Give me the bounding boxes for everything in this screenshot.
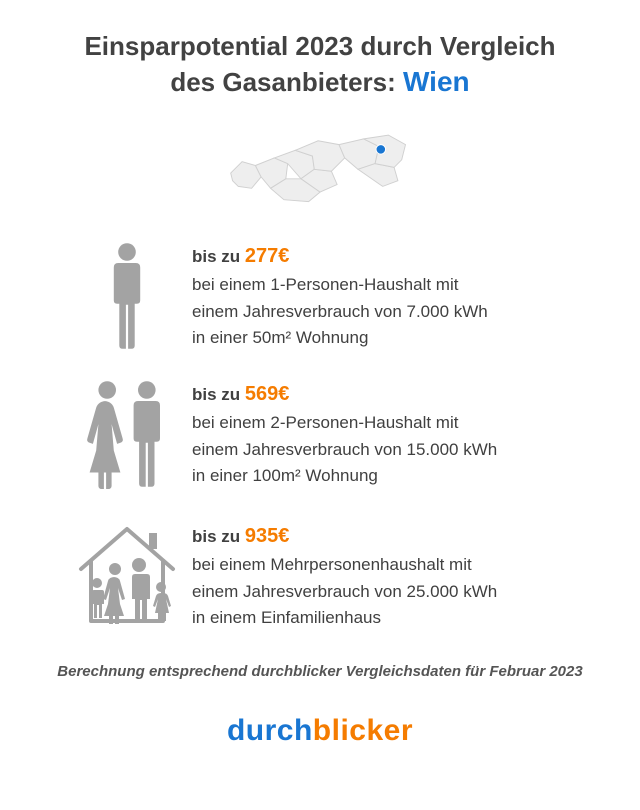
savings-row-2: bis zu 569€ bei einem 2-Personen-Haushal…: [62, 379, 578, 489]
headline-line1: Einsparpotential 2023 durch Vergleich: [84, 31, 555, 61]
desc-line: bei einem 1-Personen-Haushalt mit: [192, 275, 458, 294]
desc-line: einem Jahresverbrauch von 15.000 kWh: [192, 440, 497, 459]
desc-line: in einem Einfamilienhaus: [192, 608, 381, 627]
brand-logo: durchblicker: [36, 714, 604, 748]
desc-line: bei einem 2-Personen-Haushalt mit: [192, 413, 458, 432]
headline-region: Wien: [403, 66, 470, 97]
lead-text: bis zu: [192, 527, 245, 546]
person-single-icon: [62, 241, 192, 351]
logo-part1: durch: [227, 714, 313, 747]
amount-value: 277€: [245, 245, 290, 267]
savings-row-1: bis zu 277€ bei einem 1-Personen-Haushal…: [62, 241, 578, 351]
amount-value: 935€: [245, 525, 290, 547]
desc-line: einem Jahresverbrauch von 25.000 kWh: [192, 582, 497, 601]
austria-map: [36, 118, 604, 213]
headline-line2-prefix: des Gasanbieters:: [170, 67, 403, 97]
desc-line: einem Jahresverbrauch von 7.000 kWh: [192, 302, 488, 321]
desc-line: bei einem Mehrpersonenhaushalt mit: [192, 555, 472, 574]
logo-part2: blicker: [313, 714, 413, 747]
map-highlight-wien: [376, 145, 386, 155]
amount-value: 569€: [245, 383, 290, 405]
savings-text-1: bis zu 277€ bei einem 1-Personen-Haushal…: [192, 241, 578, 351]
savings-text-2: bis zu 569€ bei einem 2-Personen-Haushal…: [192, 379, 578, 489]
savings-text-3: bis zu 935€ bei einem Mehrpersonenhausha…: [192, 521, 578, 631]
lead-text: bis zu: [192, 247, 245, 266]
savings-row-3: bis zu 935€ bei einem Mehrpersonenhausha…: [62, 517, 578, 635]
person-couple-icon: [62, 379, 192, 489]
family-house-icon: [62, 517, 192, 635]
footnote: Berechnung entsprechend durchblicker Ver…: [36, 663, 604, 680]
desc-line: in einer 50m² Wohnung: [192, 328, 368, 347]
desc-line: in einer 100m² Wohnung: [192, 466, 378, 485]
savings-list: bis zu 277€ bei einem 1-Personen-Haushal…: [36, 241, 604, 635]
lead-text: bis zu: [192, 385, 245, 404]
headline: Einsparpotential 2023 durch Vergleich de…: [36, 30, 604, 100]
